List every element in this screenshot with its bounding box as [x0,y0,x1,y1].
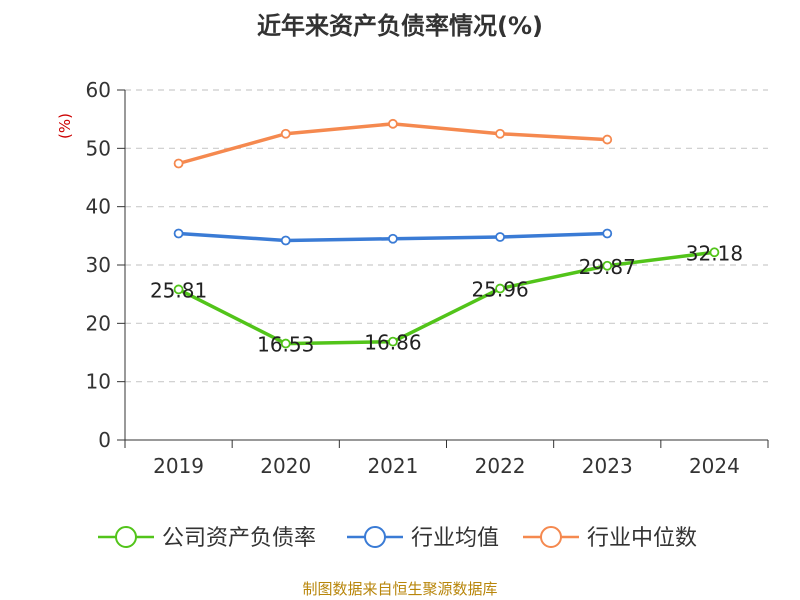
data-point [388,336,398,347]
legend-label: 行业均值 [411,526,499,551]
legend-marker [540,526,562,548]
data-point [173,228,184,239]
x-tick-label: 2019 [153,454,204,478]
data-point [280,128,291,139]
data-point [173,284,184,295]
data-point [495,128,505,139]
y-tick-label: 0 [98,428,111,452]
legend-marker [364,526,386,548]
data-point [388,233,398,244]
series-line [178,122,608,166]
chart-title: 近年来资产负债率情况(%) [257,12,543,40]
data-point [280,338,291,349]
data-point [173,158,184,169]
data-point [602,228,613,239]
legend-label: 行业中位数 [587,526,697,551]
data-label: 29.87 [579,255,636,279]
y-tick-label: 10 [86,370,111,394]
data-label: 25.96 [471,278,528,302]
data-label: 32.18 [686,241,743,265]
series-line [177,250,715,346]
y-tick-label: 20 [86,311,111,335]
source-note: 制图数据来自恒生聚源数据库 [302,580,498,598]
data-label: 25.81 [150,278,207,302]
data-point [602,260,613,271]
x-tick-label: 2024 [689,454,740,478]
data-point [709,247,720,258]
data-label: 16.86 [364,331,421,355]
legend-label: 公司资产负债率 [162,526,316,551]
x-tick-label: 2021 [367,454,418,478]
y-unit-label: (%) [56,113,74,139]
data-point [388,118,398,129]
x-tick-label: 2023 [582,454,633,478]
x-tick-label: 2022 [475,454,526,478]
data-point [495,283,505,294]
y-tick-label: 40 [86,195,111,219]
y-tick-label: 60 [86,78,111,102]
y-tick-label: 50 [86,136,111,160]
data-point [602,134,613,145]
data-label: 16.53 [257,333,314,357]
legend-marker [115,526,137,548]
x-tick-label: 2020 [260,454,311,478]
data-point [280,235,291,246]
y-tick-label: 30 [86,253,111,277]
data-point [495,232,505,242]
